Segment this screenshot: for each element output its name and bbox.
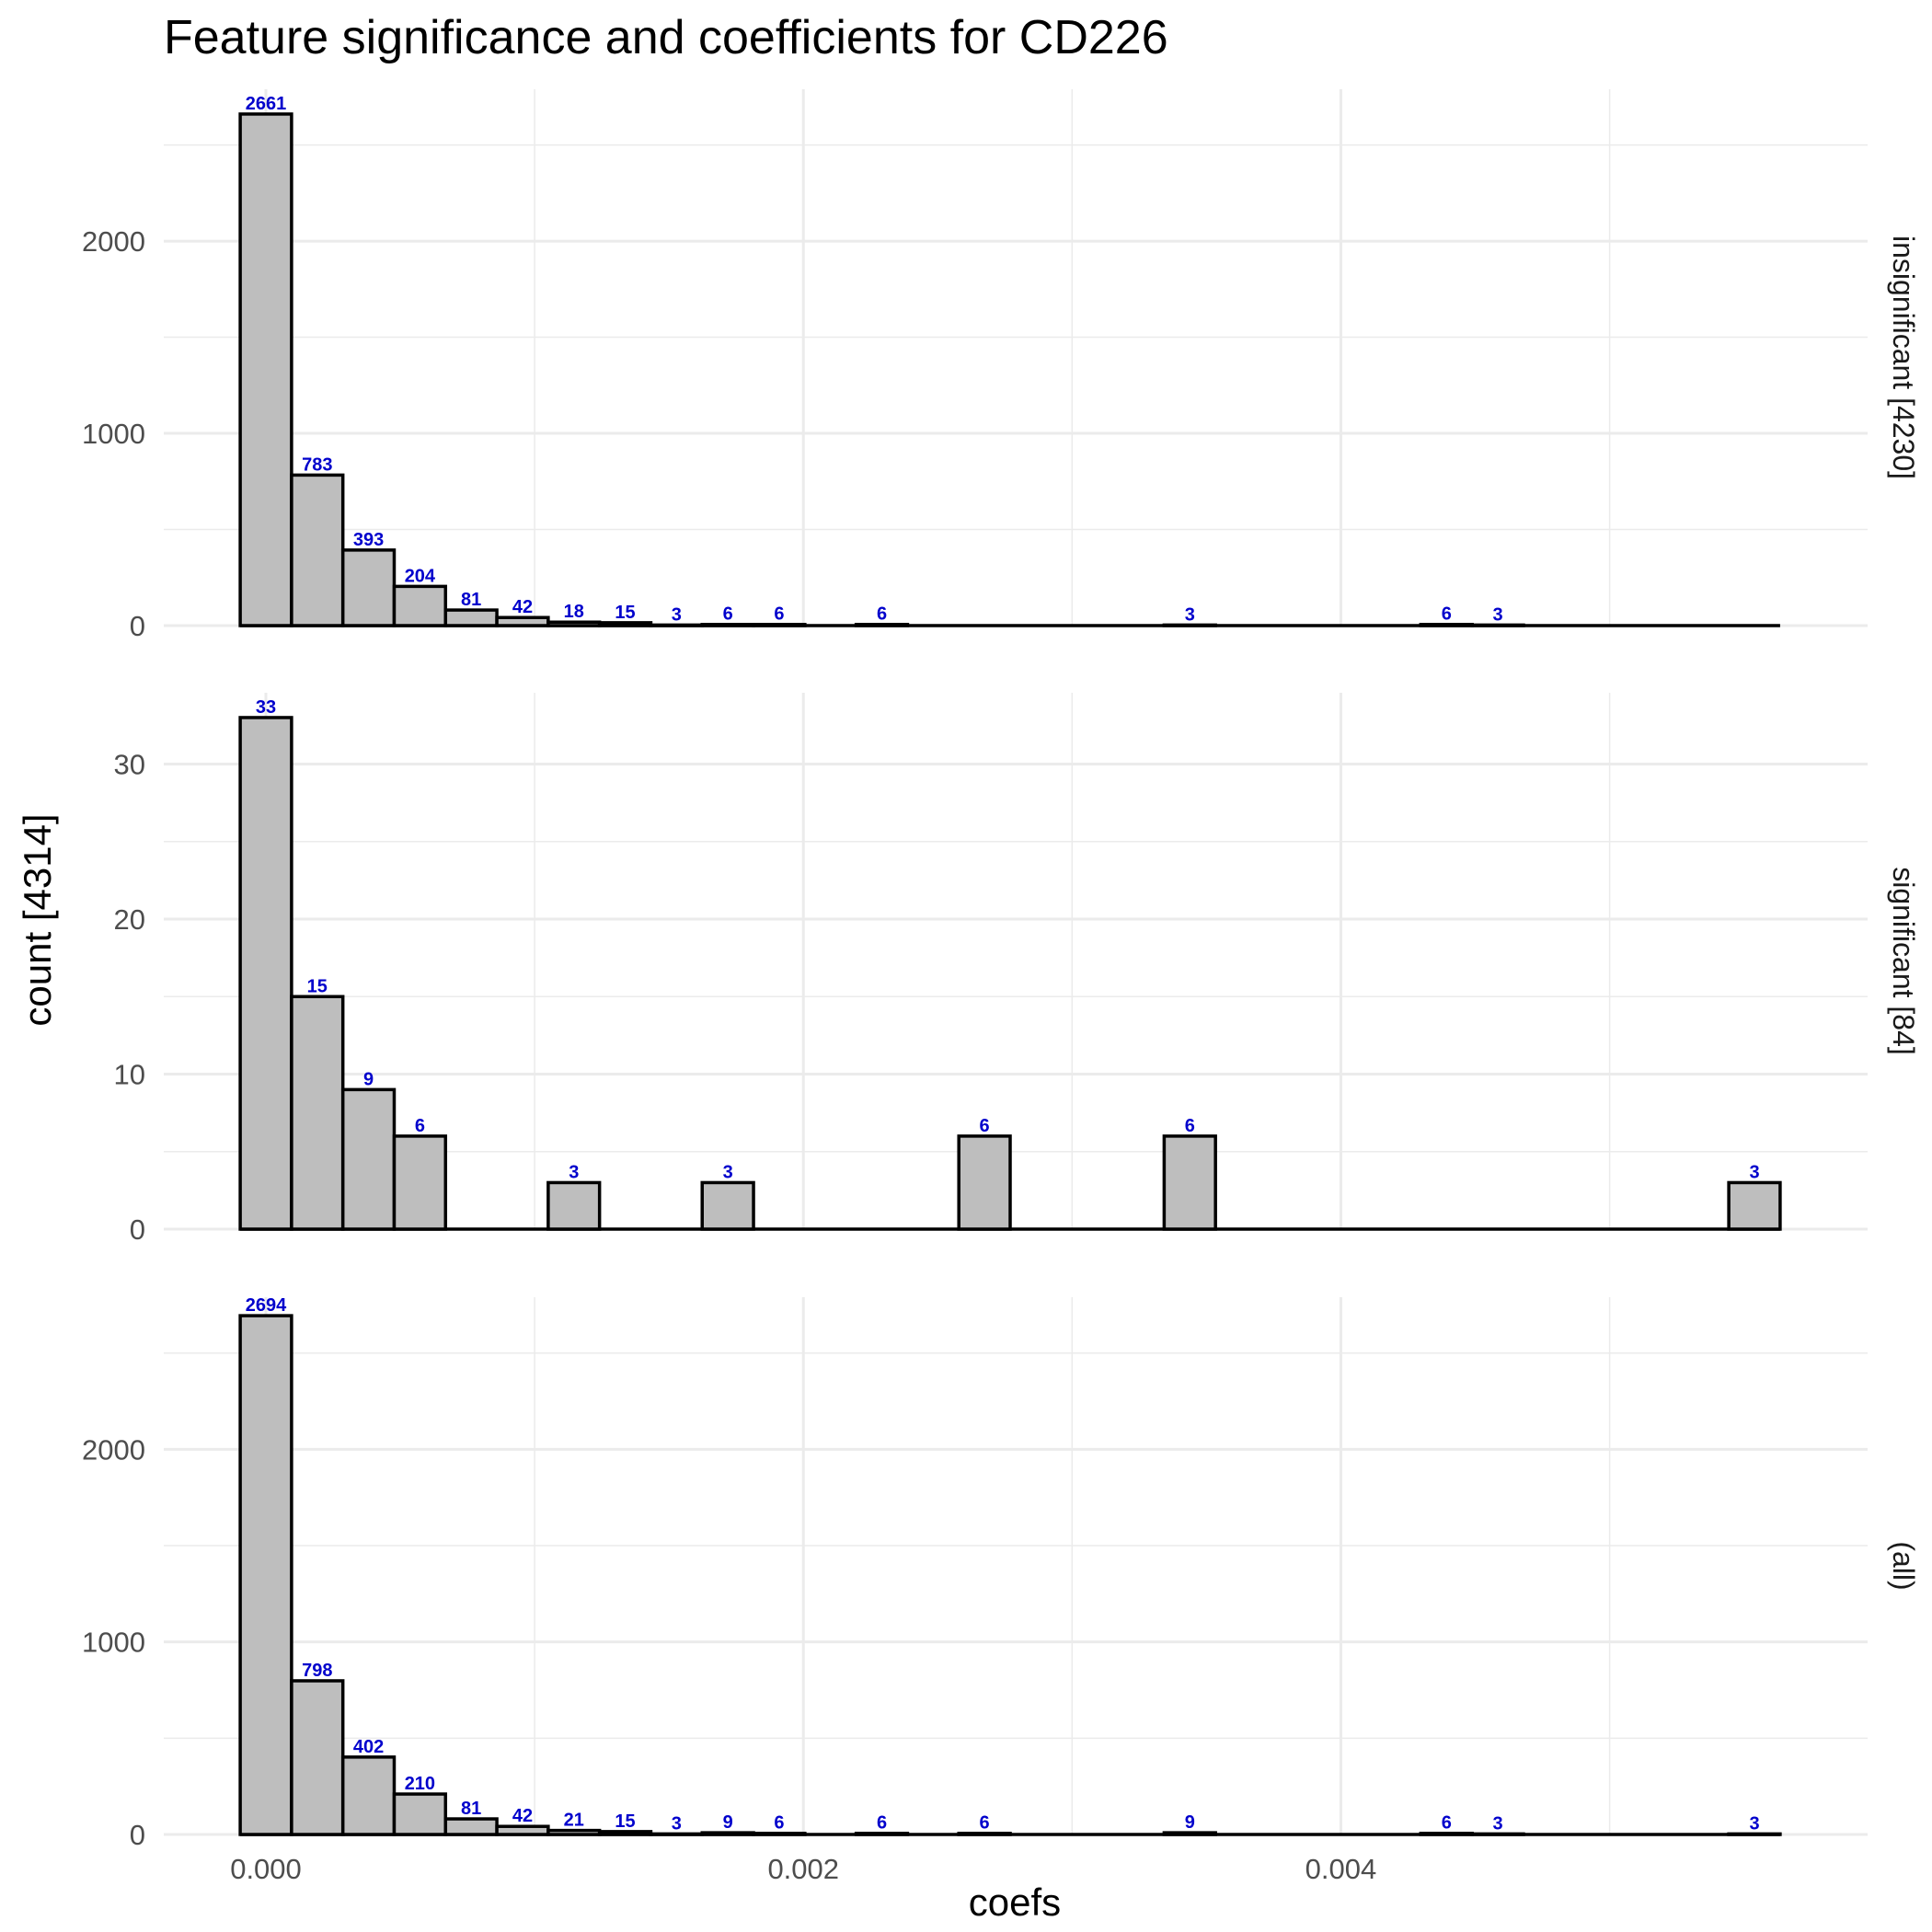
histogram-bar	[597, 621, 653, 627]
facet-panel: 0 1000 2000 2661 783 393 204 81 42 18 15 3 6 6 6 3 6 3 ins…	[82, 89, 1920, 642]
bar-count-label: 6	[877, 1813, 887, 1834]
bar-count-label: 6	[415, 1116, 425, 1136]
bar-count-label: 402	[353, 1737, 384, 1757]
histogram-bar	[854, 622, 910, 627]
bar-count-label: 783	[302, 454, 332, 475]
histogram-bar	[546, 1180, 602, 1231]
histogram-bar	[340, 548, 397, 627]
histogram-bar	[546, 1828, 602, 1836]
bar-count-label: 393	[353, 530, 384, 550]
bar-count-label: 3	[723, 1162, 733, 1182]
y-tick-label: 1000	[82, 1627, 145, 1659]
histogram-bar	[290, 473, 345, 627]
facet-strip-label: (all)	[1887, 1541, 1920, 1590]
y-tick-label: 1000	[82, 418, 145, 450]
y-tick-label: 20	[114, 903, 145, 936]
histogram-bar	[752, 622, 807, 627]
bar-count-label: 81	[461, 1799, 481, 1819]
histogram-bar	[392, 1792, 448, 1836]
histogram-bar	[290, 995, 345, 1231]
histogram-bar	[957, 1134, 1012, 1231]
bar-count-label: 3	[1749, 1162, 1759, 1182]
bar-count-label: 2694	[246, 1295, 287, 1316]
bar-count-label: 33	[256, 697, 276, 718]
y-tick-label: 30	[114, 749, 145, 781]
histogram-bar	[340, 1755, 397, 1836]
x-axis-title: coefs	[969, 1880, 1061, 1924]
histogram-bar	[495, 1824, 550, 1836]
chart-title: Feature significance and coefficients fo…	[164, 11, 1168, 64]
bar-count-label: 9	[363, 1069, 374, 1089]
bar-count-label: 15	[615, 1811, 635, 1832]
y-tick-label: 0	[130, 1819, 145, 1851]
bar-count-label: 3	[1185, 604, 1195, 625]
histogram-bar	[238, 1314, 293, 1836]
x-tick-label: 0.002	[767, 1853, 839, 1885]
bar-count-label: 21	[564, 1811, 584, 1831]
histogram-bar	[392, 584, 448, 627]
histogram-bar	[1419, 622, 1474, 627]
y-tick-label: 10	[114, 1059, 145, 1091]
bar-count-label: 6	[774, 1813, 784, 1834]
histogram-bar	[495, 615, 550, 627]
bar-count-label: 3	[1492, 1813, 1502, 1834]
x-tick-label: 0.000	[230, 1853, 302, 1885]
histogram-bar	[546, 620, 602, 627]
histogram-bar	[649, 623, 704, 627]
histogram-bar	[1162, 623, 1217, 627]
bar-count-label: 42	[512, 597, 533, 617]
bar-count-label: 42	[512, 1806, 533, 1826]
histogram-bar	[1470, 623, 1525, 627]
bar-count-label: 798	[302, 1661, 332, 1681]
bar-count-label: 6	[1185, 1116, 1195, 1136]
y-tick-label: 2000	[82, 225, 145, 258]
facet-panel: 0 1000 2000 2694 798 402 210 81 42 21 15 3 9 6 6 6 9 6 3 3 (…	[82, 1295, 1920, 1851]
x-tick-label: 0.004	[1305, 1853, 1377, 1885]
bar-count-label: 15	[615, 603, 635, 623]
histogram-bar	[1727, 1180, 1782, 1231]
bar-count-label: 15	[307, 976, 328, 996]
y-tick-label: 0	[130, 1213, 145, 1246]
bar-count-label: 6	[774, 604, 784, 625]
histogram-bar	[1162, 1831, 1217, 1836]
bar-count-label: 3	[672, 1813, 682, 1834]
bar-count-label: 9	[723, 1812, 733, 1833]
histogram-bar	[392, 1134, 448, 1231]
bar-count-label: 3	[1492, 604, 1502, 625]
histogram-bar	[238, 716, 293, 1231]
bar-count-label: 6	[1442, 1813, 1452, 1834]
y-axis-title: count [4314]	[16, 813, 59, 1026]
bar-count-label: 9	[1185, 1812, 1195, 1833]
bar-count-label: 210	[405, 1774, 435, 1794]
histogram-bar	[340, 1087, 397, 1231]
bar-count-label: 18	[564, 602, 584, 622]
facet-strip-label: significant [84]	[1887, 867, 1920, 1055]
bar-count-label: 6	[980, 1813, 990, 1834]
histogram-bar	[290, 1679, 345, 1836]
bar-count-label: 6	[1442, 604, 1452, 625]
bar-count-label: 6	[877, 604, 887, 625]
histogram-bar	[238, 112, 293, 627]
facet-strip-label: insignificant [4230]	[1887, 236, 1920, 479]
bar-count-label: 3	[569, 1162, 579, 1182]
bar-count-label: 6	[723, 604, 733, 625]
histogram-bar	[443, 608, 499, 627]
y-tick-label: 2000	[82, 1433, 145, 1466]
histogram-bar	[700, 1180, 755, 1231]
bar-count-label: 204	[405, 566, 436, 586]
bar-count-label: 6	[980, 1116, 990, 1136]
histogram-bar	[597, 1830, 653, 1836]
histogram-bar	[443, 1817, 499, 1836]
bar-count-label: 2661	[246, 94, 287, 114]
bar-count-label: 3	[672, 604, 682, 625]
bar-count-label: 81	[461, 590, 481, 610]
histogram-bar	[700, 622, 755, 627]
histogram-bar	[700, 1831, 755, 1836]
y-tick-label: 0	[130, 610, 145, 642]
bar-count-label: 3	[1749, 1813, 1759, 1834]
histogram-bar	[1162, 1134, 1217, 1231]
